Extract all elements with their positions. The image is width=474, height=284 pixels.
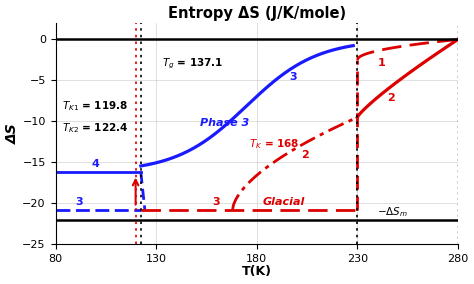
Text: 3: 3 <box>76 197 83 207</box>
Text: 2: 2 <box>301 150 309 160</box>
Text: $T_g$ = 137.1: $T_g$ = 137.1 <box>162 56 223 70</box>
Text: 1: 1 <box>377 58 385 68</box>
Text: $T_{K2}$ = 122.4: $T_{K2}$ = 122.4 <box>62 121 128 135</box>
Text: 2: 2 <box>387 93 395 103</box>
Text: $T_K$ = 168: $T_K$ = 168 <box>249 138 299 151</box>
Text: Glacial: Glacial <box>263 197 305 207</box>
Y-axis label: ΔS: ΔS <box>6 123 19 144</box>
Text: $T_{K1}$ = 119.8: $T_{K1}$ = 119.8 <box>62 99 128 113</box>
Text: 3: 3 <box>212 197 220 207</box>
X-axis label: T(K): T(K) <box>242 266 272 278</box>
Text: 3: 3 <box>289 72 297 82</box>
Text: $-\Delta S_m$: $-\Delta S_m$ <box>377 205 408 219</box>
Title: Entropy ΔS (J/K/mole): Entropy ΔS (J/K/mole) <box>168 6 346 20</box>
Text: 4: 4 <box>92 159 100 169</box>
Text: Phase 3: Phase 3 <box>201 118 250 128</box>
